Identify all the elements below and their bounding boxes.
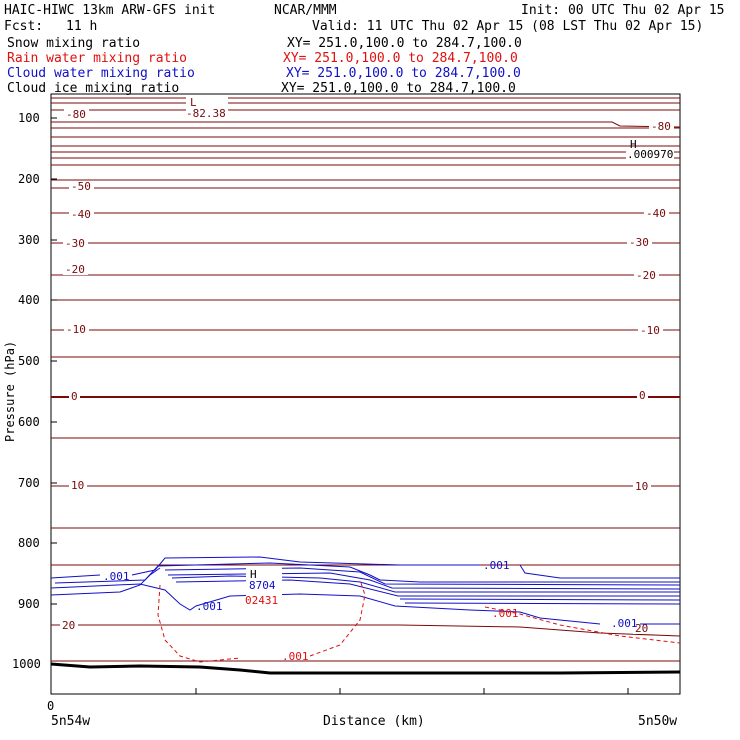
init-time: Init: 00 UTC Thu 02 Apr 15 [521,3,725,18]
isotherm-label-bg [637,390,648,401]
isotherm-label: -80 [651,120,671,133]
isotherm-label: 20 [62,619,75,632]
forecast-label: Fcst: [4,19,44,34]
isotherm-line [51,624,681,637]
y-tick-label: 1000 [12,657,41,671]
rain-high-value: 02431 [245,594,278,607]
field-range-rain: XY= 251.0,100.0 to 284.7,100.0 [283,51,518,66]
x-start-label: 0 [47,699,54,713]
y-tick-label: 100 [18,111,40,125]
field-name-rain: Rain water mixing ratio [7,51,188,66]
forecast-hours: 11 h [66,19,98,34]
y-tick-labels: 100 200 300 400 500 600 700 800 900 1000 [12,111,41,671]
x-right-location: 5n50w [638,714,677,729]
isotherm-label-bg [64,324,89,335]
center-label: NCAR/MMM [274,3,337,18]
isotherm-label: -80 [66,108,86,121]
isotherm-label-bg [633,481,651,492]
isotherm-label-bg [644,208,669,219]
y-tick-label: 600 [18,415,40,429]
isotherm-label: -50 [71,180,91,193]
isotherm-label-bg [63,238,88,249]
y-tick-label: 700 [18,476,40,490]
high-symbol: H [630,138,637,151]
cloud-contour [399,598,681,601]
rain-contour-label: .001 [282,650,309,663]
isotherm-label-bg [69,181,94,192]
cloud-contour [50,567,161,596]
isotherm-label-bg [69,209,94,220]
low-symbol: L [190,96,197,109]
isotherm-label: 20 [635,622,648,635]
cloud-water-contour-set [50,556,681,625]
isotherm-label: -20 [636,269,656,282]
isotherm-line [51,121,681,128]
field-range-snow: XY= 251.0,100.0 to 284.7,100.0 [287,36,522,51]
cloud-contour-label: .001 [483,559,510,572]
rain-contour [484,606,681,644]
y-tick-label: 300 [18,233,40,247]
cloud-high-value: 8704 [249,579,276,592]
field-name-cloud-water: Cloud water mixing ratio [7,66,195,81]
cloud-high-symbol: H [250,568,257,581]
isotherm-label-bg [69,480,87,491]
cloud-contour-label: .001 [103,570,130,583]
y-tick-label: 500 [18,354,40,368]
isotherm-label: -30 [629,236,649,249]
isotherm-label: -10 [640,324,660,337]
x-left-location: 5n54w [51,714,90,729]
axis-ticks [50,117,629,694]
isotherm-label-bg [638,325,663,336]
cloud-high-box [246,566,282,606]
model-title: HAIC-HIWC 13km ARW-GFS init [4,3,216,18]
x-axis-label: Distance (km) [323,714,425,729]
isotherm-label-bg [60,620,78,631]
isotherm-label: 10 [635,480,648,493]
field-name-cloud-ice: Cloud ice mixing ratio [7,81,180,96]
isotherm-label-bg [633,623,651,634]
y-tick-label: 900 [18,597,40,611]
isotherm-label-bg [64,109,89,120]
isotherm-label: -40 [71,208,91,221]
isotherm-label: -10 [66,323,86,336]
high-label-box [626,149,674,161]
isotherm-label: 0 [71,390,78,403]
rain-contour-label: .001 [492,607,519,620]
isotherm-label-bg [634,270,659,281]
isotherm-label-bg [69,391,80,402]
temperature-isotherms: -80 -50 -40 -30 -20 -10 0 10 20 -80 -40 -30 -20 -10 0 1… [51,97,681,662]
plot-frame [50,93,681,695]
terrain-line [50,662,681,675]
low-value: -82.38 [186,107,226,120]
isotherm-label: 0 [639,389,646,402]
field-range-cloud-ice: XY= 251.0,100.0 to 284.7,100.0 [281,81,516,96]
cloud-contour [50,556,680,579]
valid-time: Valid: 11 UTC Thu 02 Apr 15 (08 LST Thu … [312,19,704,34]
cloud-contour-label: .001 [196,600,223,613]
cloud-contour [171,575,680,593]
isotherm-label: -20 [65,263,85,276]
isotherm-label-bg [649,121,674,132]
isotherm-label-bg [627,237,652,248]
isotherm-label: 10 [71,479,84,492]
y-axis-label: Pressure (hPa) [3,341,17,442]
low-label-box [186,95,228,119]
field-name-snow: Snow mixing ratio [7,36,141,51]
field-range-cloud-water: XY= 251.0,100.0 to 284.7,100.0 [286,66,521,81]
high-value: .000970 [627,148,673,161]
y-tick-label: 800 [18,536,40,550]
isotherm-label: -30 [65,237,85,250]
rain-contour [157,579,366,663]
cloud-contour-label: .001 [611,617,638,630]
y-tick-label: 400 [18,293,40,307]
rain-water-contour-set [157,579,681,663]
cloud-contour [404,602,681,605]
isotherm-label: -40 [646,207,666,220]
isotherm-label-bg [63,264,88,275]
y-tick-label: 200 [18,172,40,186]
